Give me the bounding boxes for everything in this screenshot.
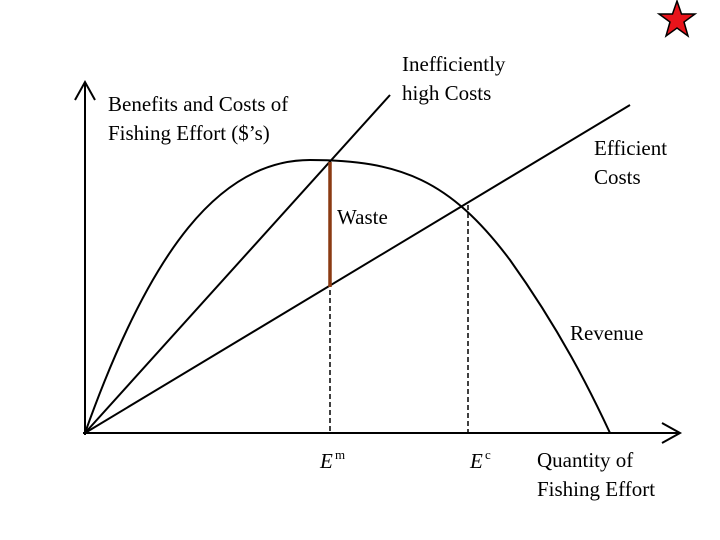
y-axis-label: Benefits and Costs of: [108, 92, 288, 116]
x-axis-label: Quantity of: [537, 448, 633, 472]
ec-label-sup: c: [485, 447, 491, 462]
revenue-label: Revenue: [570, 321, 643, 345]
ec-label: E: [469, 449, 483, 473]
y-axis-arrow: [74, 79, 96, 101]
inefficient-label: high Costs: [402, 81, 491, 105]
efficient-label: Costs: [594, 165, 641, 189]
em-label: E: [319, 449, 333, 473]
y-axis-label: Fishing Effort ($’s): [108, 121, 270, 145]
star-icon: [656, 0, 698, 38]
efficient-label: Efficient: [594, 136, 667, 160]
inefficient-label: Inefficiently: [402, 52, 506, 76]
em-label-sup: m: [335, 447, 345, 462]
efficient-cost-line: [84, 104, 631, 434]
revenue-curve: [84, 158, 611, 434]
x-axis-label: Fishing Effort: [537, 477, 655, 501]
inefficient-cost-line: [84, 94, 391, 434]
waste-label: Waste: [337, 205, 388, 229]
x-axis-arrow: [661, 422, 683, 444]
